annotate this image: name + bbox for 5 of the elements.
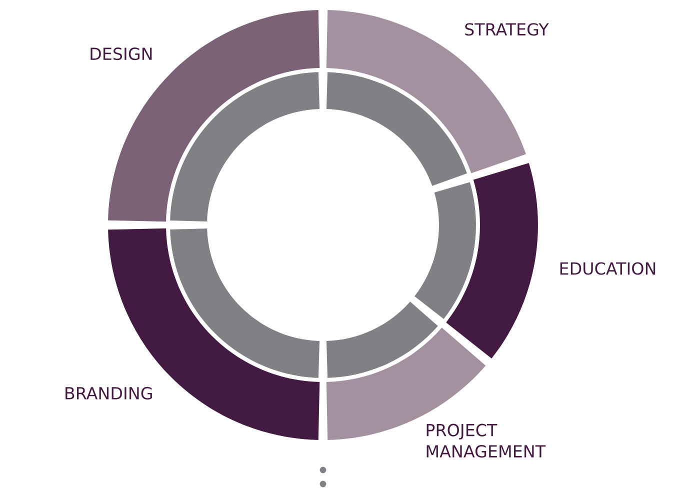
- slice-label: BRANDING: [66, 386, 152, 400]
- slice-label: EDUCATION: [560, 262, 656, 275]
- slice-label: DESIGN: [90, 48, 152, 60]
- slice-label: STRATEGY: [465, 23, 549, 36]
- slice-label: PROJECT MANAGEMENT: [426, 424, 546, 458]
